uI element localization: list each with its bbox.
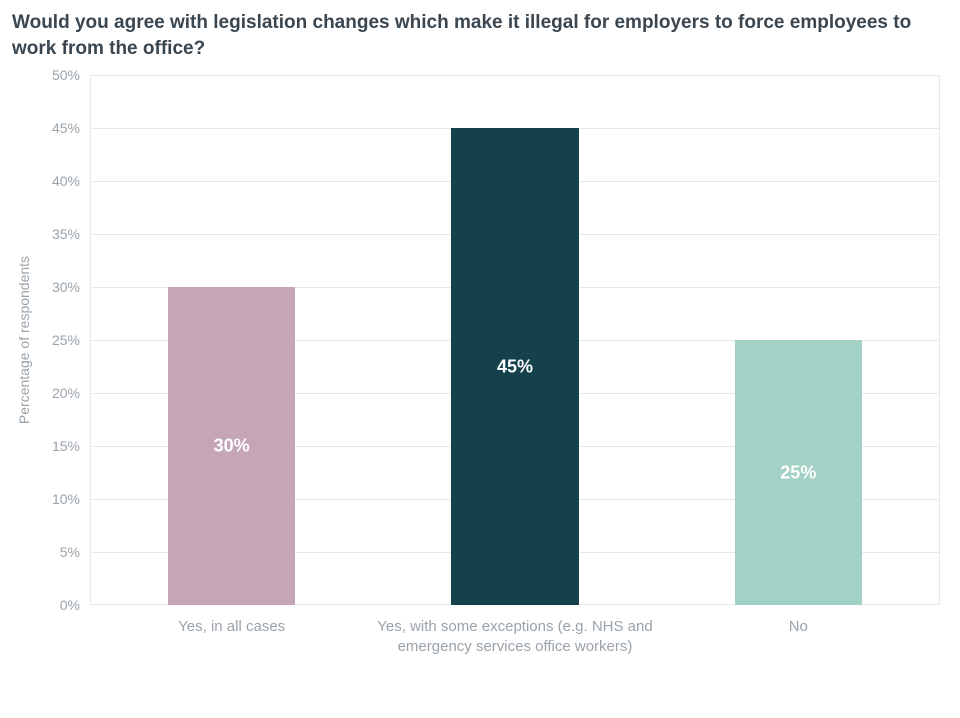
bar-value-label: 45% (451, 356, 579, 377)
x-category-label: No (657, 605, 940, 637)
x-category-label: Yes, with some exceptions (e.g. NHS and … (373, 605, 656, 658)
y-tick-label: 10% (52, 491, 90, 507)
y-axis-label: Percentage of respondents (16, 256, 32, 424)
bar-slot: 45%Yes, with some exceptions (e.g. NHS a… (373, 75, 656, 605)
y-tick-label: 40% (52, 173, 90, 189)
bar-value-label: 25% (735, 462, 863, 483)
x-category-label: Yes, in all cases (90, 605, 373, 637)
y-tick-label: 30% (52, 279, 90, 295)
bar: 30% (168, 287, 296, 605)
y-tick-label: 35% (52, 226, 90, 242)
chart-container: Would you agree with legislation changes… (0, 0, 960, 718)
y-tick-label: 25% (52, 332, 90, 348)
bar-value-label: 30% (168, 436, 296, 457)
bar-slot: 25%No (657, 75, 940, 605)
y-tick-label: 5% (60, 544, 90, 560)
y-tick-label: 0% (60, 597, 90, 613)
chart-title: Would you agree with legislation changes… (12, 10, 940, 61)
bar: 45% (451, 128, 579, 605)
bar-slot: 30%Yes, in all cases (90, 75, 373, 605)
plot-area: Percentage of respondents 0%5%10%15%20%2… (90, 75, 940, 605)
y-tick-label: 15% (52, 438, 90, 454)
y-tick-label: 50% (52, 67, 90, 83)
y-tick-label: 45% (52, 120, 90, 136)
y-tick-label: 20% (52, 385, 90, 401)
bar: 25% (735, 340, 863, 605)
